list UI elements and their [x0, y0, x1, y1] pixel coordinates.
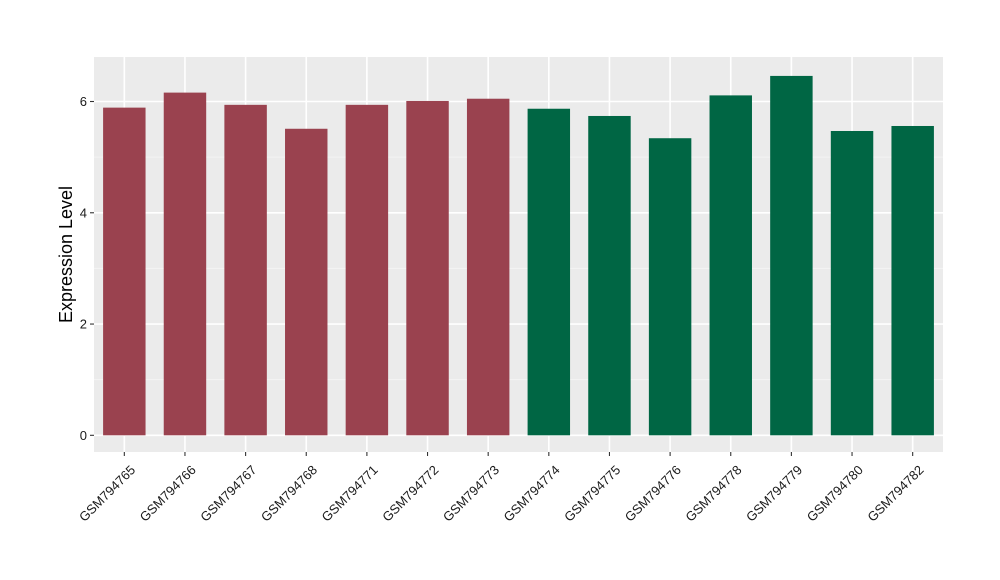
x-tick-label: GSM794766 [137, 462, 199, 524]
bar [588, 115, 631, 436]
x-tick-label: GSM794776 [622, 462, 684, 524]
y-tick-label: 0 [80, 428, 87, 443]
bar [224, 104, 267, 436]
x-tick-label: GSM794771 [319, 462, 381, 524]
bar [345, 104, 389, 436]
x-tick-label: GSM794772 [379, 462, 441, 524]
y-tick-label: 4 [80, 205, 87, 220]
bar [527, 108, 571, 436]
bar [891, 125, 934, 436]
y-axis-title: Expression Level [56, 186, 76, 323]
x-tick-label: GSM794782 [864, 462, 926, 524]
bar [648, 138, 692, 436]
bar [770, 75, 813, 436]
y-axis: 0 2 4 6 [80, 94, 94, 443]
x-tick-label: GSM794775 [561, 462, 623, 524]
x-tick-label: GSM794774 [501, 462, 563, 524]
plot-panel [94, 57, 943, 452]
bar [709, 95, 752, 436]
x-tick-label: GSM794767 [197, 462, 259, 524]
bar [466, 98, 510, 436]
bar [103, 107, 146, 436]
bar [163, 92, 207, 436]
x-tick-label: GSM794780 [804, 462, 866, 524]
x-tick-label: GSM794765 [76, 462, 138, 524]
x-tick-label: GSM794779 [743, 462, 805, 524]
bar [285, 128, 328, 436]
x-tick-label: GSM794768 [258, 462, 320, 524]
y-tick-label: 2 [80, 317, 87, 332]
bar [406, 100, 449, 436]
bars [103, 75, 934, 436]
bar [830, 130, 874, 436]
x-axis: GSM794765GSM794766GSM794767GSM794768GSM7… [76, 452, 927, 525]
x-tick-label: GSM794773 [440, 462, 502, 524]
y-tick-label: 6 [80, 94, 87, 109]
x-tick-label: GSM794778 [682, 462, 744, 524]
